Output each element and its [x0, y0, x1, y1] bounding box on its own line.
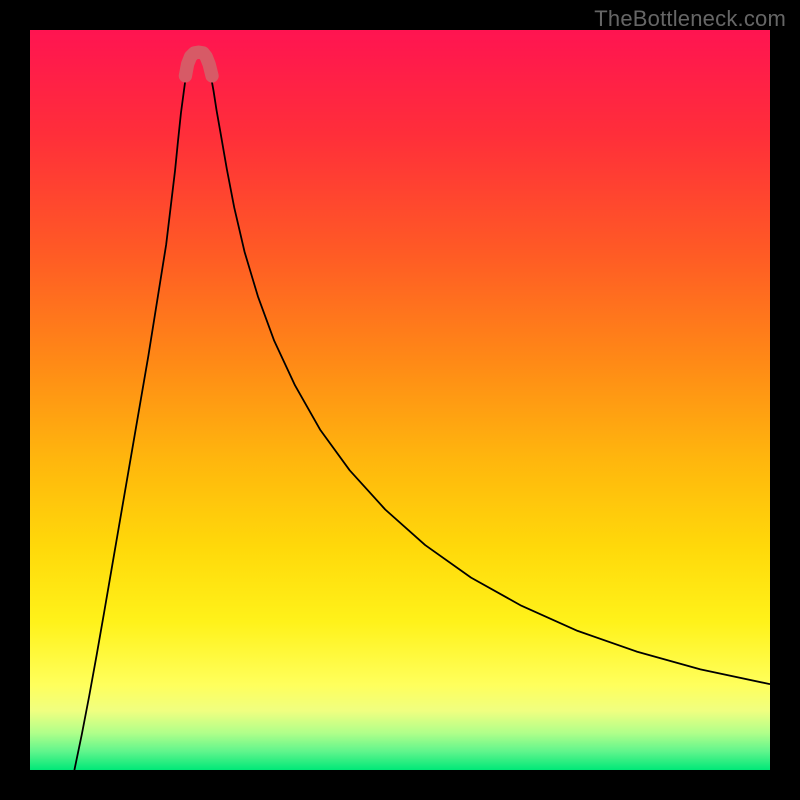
chart-frame: TheBottleneck.com [0, 0, 800, 800]
plot-area [30, 30, 770, 770]
watermark-text: TheBottleneck.com [594, 6, 786, 32]
